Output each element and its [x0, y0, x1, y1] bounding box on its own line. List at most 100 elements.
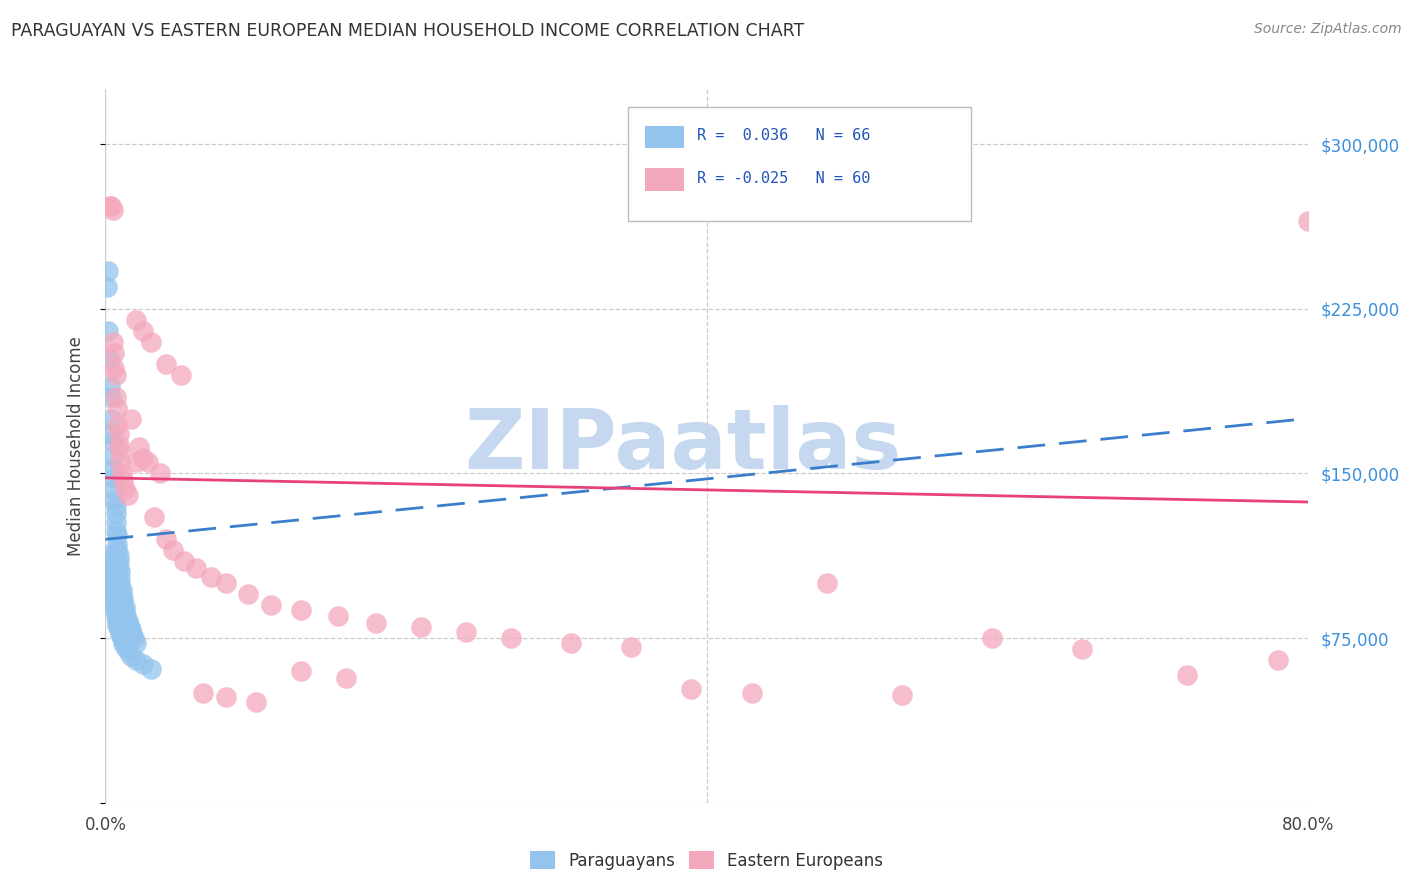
Point [112, 591, 135, 606]
Point [108, 554, 131, 568]
Point [101, 449, 124, 463]
Point [741, 686, 763, 700]
Point [681, 681, 703, 696]
Point [184, 561, 207, 575]
Point [104, 605, 127, 619]
Point [121, 626, 143, 640]
Point [97, 264, 120, 278]
Point [120, 411, 142, 425]
Point [454, 624, 477, 639]
Point [155, 357, 177, 371]
Point [200, 569, 222, 583]
Point [260, 598, 283, 612]
Point [98, 378, 121, 392]
Point [214, 690, 236, 705]
Point [110, 566, 132, 580]
Point [97, 554, 120, 568]
Point [1296, 214, 1319, 228]
Point [110, 444, 132, 458]
Point [104, 368, 127, 382]
Point [114, 600, 136, 615]
Point [115, 609, 138, 624]
Point [173, 554, 195, 568]
Point [98, 352, 121, 367]
Point [104, 609, 127, 624]
Point [132, 451, 155, 466]
Point [110, 626, 132, 640]
Point [890, 688, 912, 702]
Point [132, 324, 155, 338]
Point [101, 202, 124, 217]
Text: R =  0.036   N = 66: R = 0.036 N = 66 [697, 128, 870, 143]
Point [104, 390, 127, 404]
Point [118, 618, 141, 632]
Point [108, 561, 131, 575]
Point [169, 368, 191, 382]
Point [409, 620, 432, 634]
Point [1175, 668, 1198, 682]
Point [815, 576, 838, 591]
Text: ZIPaatlas: ZIPaatlas [464, 406, 901, 486]
Point [117, 488, 139, 502]
Point [290, 602, 312, 616]
Bar [645, 169, 683, 191]
Point [112, 635, 135, 649]
Point [501, 631, 523, 645]
Point [108, 438, 131, 452]
Point [112, 596, 135, 610]
Point [560, 635, 582, 649]
Point [101, 462, 124, 476]
Point [100, 578, 122, 592]
Point [124, 455, 146, 469]
Point [103, 471, 125, 485]
Point [96, 280, 118, 294]
Point [155, 533, 177, 547]
Point [328, 609, 350, 624]
Point [335, 671, 357, 685]
Point [97, 324, 120, 338]
Point [245, 695, 267, 709]
Point [1071, 642, 1094, 657]
Y-axis label: Median Household Income: Median Household Income [66, 336, 84, 556]
Point [107, 537, 129, 551]
Point [136, 455, 159, 469]
Point [108, 623, 131, 637]
Point [107, 543, 129, 558]
Point [214, 576, 236, 591]
Point [142, 510, 165, 524]
Point [114, 482, 136, 496]
Point [103, 361, 125, 376]
Point [107, 528, 129, 542]
Legend: Paraguayans, Eastern Europeans: Paraguayans, Eastern Europeans [523, 845, 890, 877]
Point [101, 334, 124, 349]
Point [238, 587, 260, 601]
Point [110, 572, 132, 586]
Point [191, 686, 214, 700]
Point [290, 664, 312, 678]
Point [117, 614, 139, 628]
Point [104, 524, 127, 538]
Point [120, 623, 142, 637]
Point [100, 411, 122, 425]
Point [107, 418, 129, 433]
Point [98, 569, 121, 583]
Point [114, 605, 136, 619]
Point [103, 596, 125, 610]
Point [132, 657, 155, 672]
Point [111, 467, 134, 481]
Point [98, 198, 121, 212]
Text: PARAGUAYAN VS EASTERN EUROPEAN MEDIAN HOUSEHOLD INCOME CORRELATION CHART: PARAGUAYAN VS EASTERN EUROPEAN MEDIAN HO… [11, 22, 804, 40]
Point [96, 548, 118, 562]
Point [120, 648, 142, 663]
Point [148, 467, 170, 481]
Point [103, 345, 125, 359]
FancyBboxPatch shape [628, 107, 972, 221]
Point [981, 631, 1004, 645]
Point [112, 473, 135, 487]
Point [104, 500, 127, 514]
Point [108, 426, 131, 441]
Point [364, 615, 387, 630]
Point [620, 640, 643, 654]
Point [103, 492, 125, 507]
Point [117, 644, 139, 658]
